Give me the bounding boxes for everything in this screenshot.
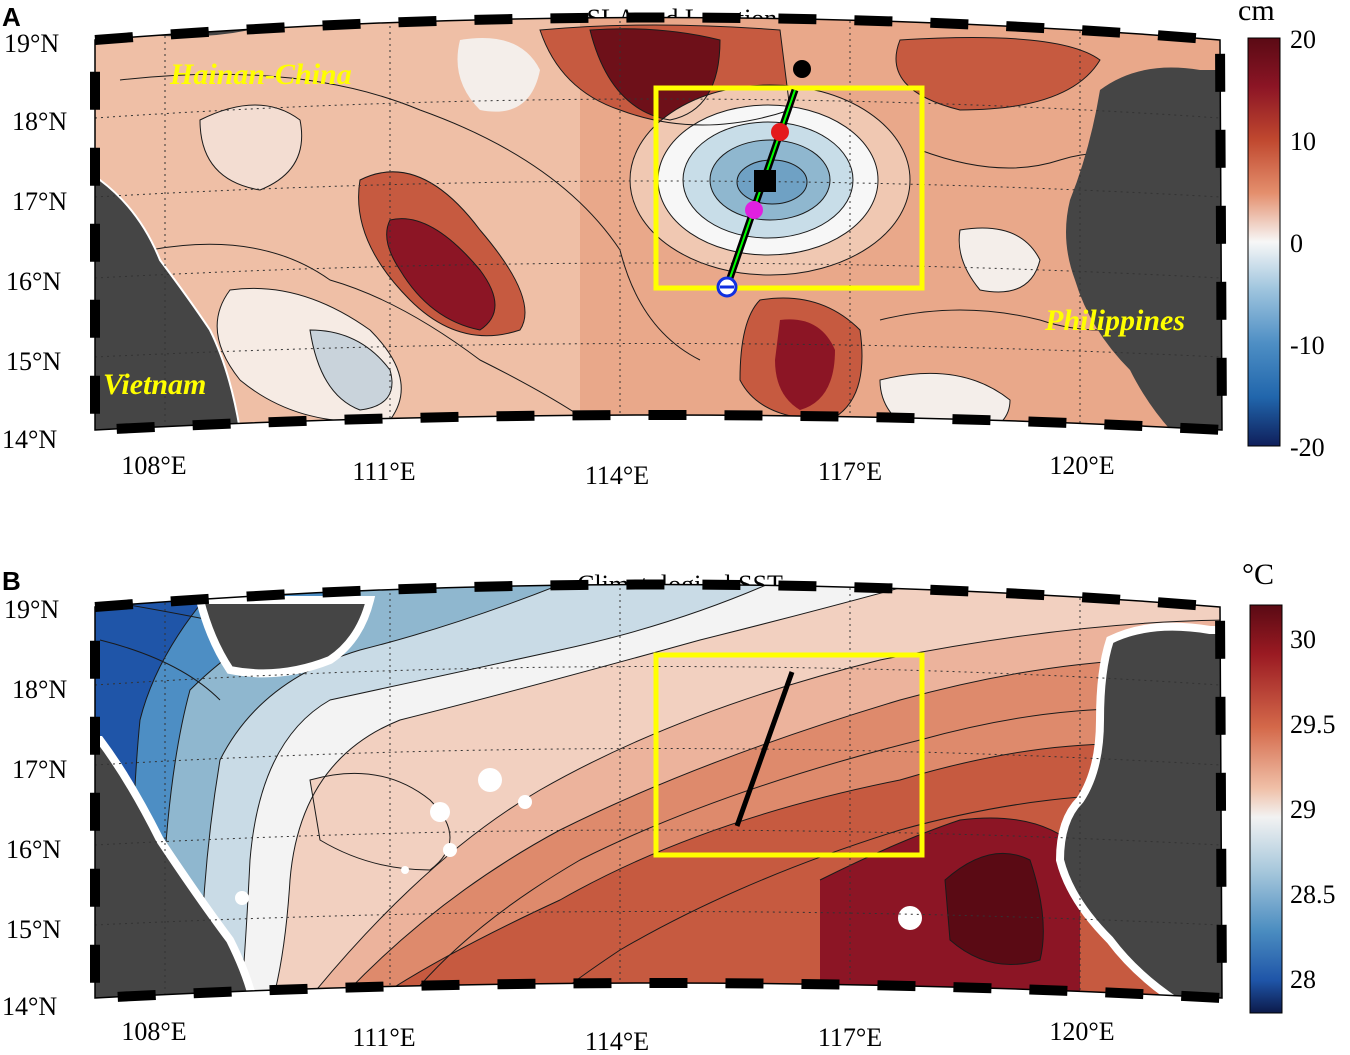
sst-colorbar-tick: 30 [1290, 625, 1316, 654]
sla-colorbar-tick: -20 [1290, 433, 1325, 462]
sla-cool-east [959, 228, 1040, 292]
lon-label: 108°E [121, 451, 186, 480]
lat-label: 17°N [12, 755, 67, 784]
sla-gridlines [95, 17, 1221, 430]
lat-label: 15°N [6, 347, 61, 376]
place-label-hainan: Hainan-China [169, 58, 352, 91]
sla-max-south [775, 319, 835, 410]
sst-max-patch [945, 853, 1044, 965]
lat-label: 19°N [4, 595, 59, 624]
sla-colorbar-tick: -10 [1290, 331, 1325, 360]
sla-warm-east [896, 37, 1100, 110]
sst-map [95, 584, 1222, 998]
station-marker-magenta [745, 201, 763, 219]
sla-max-west [386, 218, 495, 330]
sst-colorbar-gradient [1249, 604, 1283, 1014]
place-label-philippines: Philippines [1044, 304, 1185, 337]
sla-colorbar-tick: 20 [1290, 25, 1316, 54]
sst-lon-labels: 108°E 111°E 114°E 117°E 120°E [121, 1017, 1114, 1055]
sst-colorbar-tick: 29 [1290, 795, 1316, 824]
sst-warm-island-patch [310, 773, 450, 870]
sla-max-north [590, 28, 720, 120]
lat-label: 14°N [2, 992, 57, 1021]
lat-label: 19°N [4, 29, 59, 58]
sla-colorbar: cm 20 10 0 -10 -20 [1238, 0, 1325, 462]
place-label-vietnam: Vietnam [103, 368, 206, 401]
lat-label: 15°N [6, 915, 61, 944]
lon-label: 108°E [121, 1017, 186, 1046]
lat-label: 16°N [6, 267, 61, 296]
sst-gridlines [95, 584, 1221, 998]
sst-colorbar: °C 30 29.5 29 28.5 28 [1242, 558, 1336, 1014]
vietnam-land [95, 178, 242, 430]
panel-b-letter: B [2, 566, 21, 596]
sla-colorbar-tick: 10 [1290, 127, 1316, 156]
lon-label: 114°E [585, 461, 649, 490]
sla-cool-north-west [200, 105, 302, 190]
sst-colorbar-tick: 29.5 [1290, 710, 1336, 739]
station-marker-red [771, 123, 789, 141]
lat-label: 14°N [2, 425, 57, 454]
sla-colorbar-gradient [1247, 37, 1281, 447]
lon-label: 117°E [818, 1023, 882, 1052]
eddy-center-square-marker [754, 170, 776, 192]
hainan-land-b [194, 596, 376, 678]
sst-transect-line [734, 671, 795, 827]
lat-label: 18°N [12, 107, 67, 136]
sla-study-box [653, 85, 925, 291]
sla-colorbar-tick: 0 [1290, 229, 1303, 258]
lon-label: 120°E [1049, 1017, 1114, 1046]
sst-colorbar-unit: °C [1242, 558, 1274, 591]
philippines-land [1066, 67, 1222, 430]
lon-label: 117°E [818, 457, 882, 486]
sst-colorbar-tick: 28.5 [1290, 880, 1336, 909]
sla-lon-labels: 108°E 111°E 114°E 117°E 120°E [121, 451, 1114, 490]
panel-a: A SLA and Location [2, 0, 1325, 490]
sst-study-box [653, 652, 925, 858]
lat-label: 17°N [12, 187, 67, 216]
lon-label: 114°E [585, 1027, 649, 1055]
lon-label: 111°E [352, 1023, 415, 1052]
sla-cool-north [457, 38, 540, 112]
philippines-land-b [1055, 622, 1222, 998]
sla-lat-labels: 19°N 18°N 17°N 16°N 15°N 14°N [2, 29, 67, 454]
lon-label: 111°E [352, 457, 415, 486]
panel-b: B Climatological SST [2, 558, 1336, 1055]
sla-colorbar-unit: cm [1238, 0, 1275, 27]
panel-a-letter: A [2, 2, 21, 32]
sst-lat-labels: 19°N 18°N 17°N 16°N 15°N 14°N [2, 595, 67, 1021]
vietnam-land-b [95, 736, 260, 998]
sst-missing-data-patches [235, 768, 922, 930]
sla-cold-south-west [310, 330, 392, 410]
lat-label: 18°N [12, 675, 67, 704]
sst-colorbar-tick: 28 [1290, 965, 1316, 994]
station-marker-black-circle [793, 60, 811, 78]
lon-label: 120°E [1049, 451, 1114, 480]
lat-label: 16°N [6, 835, 61, 864]
